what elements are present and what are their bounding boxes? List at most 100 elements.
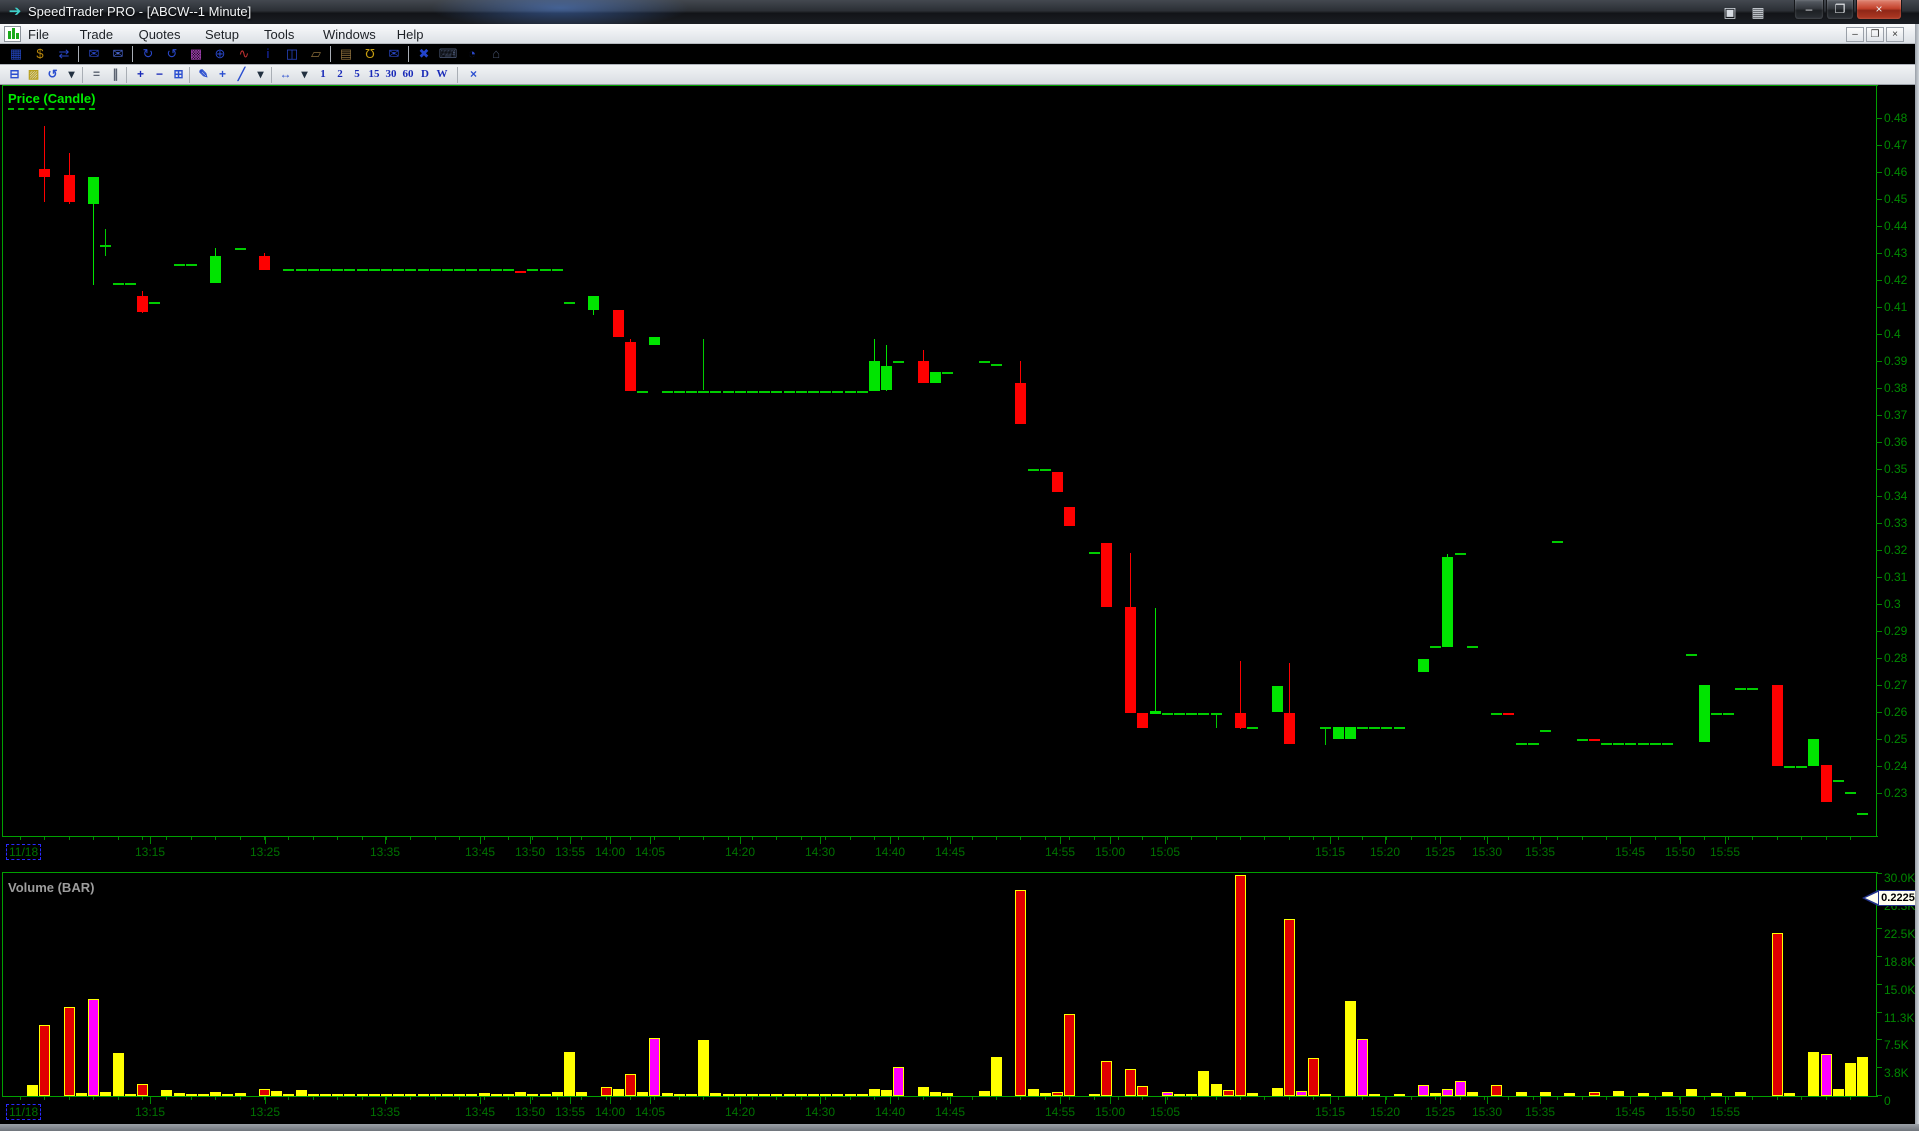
- price-time-tick: [820, 837, 821, 844]
- timeframe-60-button[interactable]: 60: [402, 68, 414, 80]
- quote-refresh-icon[interactable]: ↻: [142, 46, 154, 61]
- timeframe-5-button[interactable]: 5: [354, 68, 360, 80]
- candle: [820, 391, 831, 393]
- menu-file[interactable]: File: [28, 27, 49, 42]
- keyboard-icon[interactable]: ⌨: [438, 46, 458, 61]
- info-icon[interactable]: i: [266, 46, 270, 61]
- pan-icon[interactable]: ↔: [279, 67, 292, 81]
- svh-study-icon[interactable]: ⊟: [9, 67, 20, 81]
- timeframe-W-button[interactable]: W: [436, 68, 448, 80]
- volume-bar: [1455, 1081, 1466, 1096]
- timeframe-30-button[interactable]: 30: [385, 68, 397, 80]
- layout-switch-icon[interactable]: ▣: [1723, 4, 1737, 20]
- clock-icon[interactable]: ◔: [468, 46, 476, 61]
- crosshair-icon[interactable]: +: [218, 67, 226, 81]
- candle: [1747, 688, 1758, 690]
- mdi-restore-button[interactable]: ❐: [1866, 27, 1884, 42]
- volume-bar: [442, 1094, 453, 1096]
- home-icon[interactable]: ⌂: [492, 46, 500, 61]
- chart-area[interactable]: Price (Candle) Volume (BAR) 0.48 0.47 0.46…: [0, 85, 1919, 1131]
- chart-menu-arrow-icon[interactable]: ▾: [68, 67, 75, 81]
- window-grid-icon[interactable]: ▦: [1751, 4, 1765, 20]
- close-chart-icon[interactable]: ×: [469, 67, 477, 81]
- volume-minor-tick: [362, 1097, 363, 1100]
- candle: [1345, 727, 1356, 739]
- dollar-transfer-icon[interactable]: ⇄: [58, 46, 70, 61]
- basket-icon[interactable]: ▤: [339, 46, 353, 61]
- menu-tools[interactable]: Tools: [264, 27, 295, 42]
- volume-time-label: 14:30: [804, 1105, 836, 1119]
- menu-trade[interactable]: Trade: [79, 27, 114, 42]
- mdi-minimize-button[interactable]: –: [1846, 27, 1864, 42]
- trendline-icon[interactable]: ╱: [237, 67, 246, 81]
- vertical-line-icon[interactable]: ∥: [112, 67, 119, 81]
- dollar-account-icon[interactable]: $: [36, 46, 44, 61]
- timeframe-1-button[interactable]: 1: [320, 68, 326, 80]
- pan-menu-arrow-icon[interactable]: ▾: [301, 67, 308, 81]
- montage-grid-icon[interactable]: ▦: [9, 46, 23, 61]
- volume-bar: [1247, 1093, 1258, 1096]
- timeframe-15-button[interactable]: 15: [368, 68, 380, 80]
- timeframe-D-button[interactable]: D: [421, 68, 429, 80]
- mail-send-icon[interactable]: ✉: [88, 46, 100, 61]
- maximize-button[interactable]: ❐: [1826, 0, 1854, 20]
- price-axis-label: 0.28: [1884, 651, 1908, 665]
- volume-minor-tick: [1679, 1097, 1680, 1100]
- timeframe-2-button[interactable]: 2: [337, 68, 343, 80]
- close-button[interactable]: ×: [1856, 0, 1902, 20]
- mdi-close-button[interactable]: ×: [1886, 27, 1904, 42]
- volume-time-label: 15:55: [1709, 1105, 1741, 1119]
- volume-minor-tick: [1386, 1097, 1387, 1100]
- refresh-chart-icon[interactable]: ↺: [47, 67, 58, 81]
- menu-quotes[interactable]: Quotes: [138, 27, 181, 42]
- alert-bell-icon[interactable]: Ʊ: [365, 46, 375, 61]
- volume-bar: [1089, 1094, 1100, 1096]
- horizontal-line-icon[interactable]: =: [92, 67, 100, 81]
- volume-bar: [881, 1090, 892, 1096]
- level2-pointer-icon[interactable]: ⊕: [214, 46, 226, 61]
- price-axis-label: 0.38: [1884, 381, 1908, 395]
- zoom-reset-icon[interactable]: ⊞: [173, 67, 184, 81]
- mail-compose-icon[interactable]: ✉: [388, 46, 400, 61]
- menu-help[interactable]: Help: [396, 27, 424, 42]
- color-grid-icon[interactable]: ▩: [189, 46, 203, 61]
- mail-receive-icon[interactable]: ✉: [112, 46, 124, 61]
- quote-refresh2-icon[interactable]: ↺: [166, 46, 178, 61]
- candle: [466, 269, 477, 271]
- zoom-in-icon[interactable]: +: [136, 67, 144, 81]
- volume-minor-tick: [1582, 1097, 1583, 1100]
- volume-time-tick: [950, 1097, 951, 1104]
- minimize-button[interactable]: –: [1794, 0, 1824, 20]
- price-minor-tick: [1338, 837, 1339, 840]
- price-time-tick: [385, 837, 386, 844]
- price-axis-label: 0.29: [1884, 624, 1908, 638]
- draw-pencil-icon[interactable]: ✎: [198, 67, 209, 81]
- menu-windows[interactable]: Windows: [323, 27, 376, 42]
- price-minor-tick: [1045, 837, 1046, 840]
- volume-minor-tick: [1508, 1097, 1509, 1100]
- chart-style-icon[interactable]: ▨: [27, 67, 40, 81]
- candle: [1333, 727, 1344, 739]
- price-pane-left: [2, 85, 3, 836]
- volume-bar: [662, 1093, 673, 1096]
- price-axis-tick: [1876, 469, 1882, 470]
- price-minor-tick: [386, 837, 387, 840]
- window-title: SpeedTrader PRO - [ABCW--1 Minute]: [28, 4, 252, 19]
- candle-chart-icon[interactable]: ◫: [285, 46, 299, 61]
- tick-chart-icon[interactable]: ∿: [238, 46, 250, 61]
- menu-setup[interactable]: Setup: [205, 27, 239, 42]
- zoom-out-icon[interactable]: −: [155, 67, 163, 81]
- volume-bar: [113, 1053, 124, 1096]
- candle: [1284, 713, 1295, 744]
- volume-bar: [1821, 1054, 1832, 1096]
- candle-wick: [1240, 661, 1241, 729]
- volume-bar: [357, 1094, 368, 1096]
- label-tag-icon[interactable]: ▱: [311, 46, 321, 61]
- options-x-icon[interactable]: ✖: [418, 46, 430, 61]
- price-time-tick: [1330, 837, 1331, 844]
- price-minor-tick: [1216, 837, 1217, 840]
- volume-bar: [1040, 1093, 1051, 1096]
- draw-menu-arrow-icon[interactable]: ▾: [257, 67, 264, 81]
- volume-bar: [1101, 1061, 1112, 1096]
- price-minor-tick: [1777, 837, 1778, 840]
